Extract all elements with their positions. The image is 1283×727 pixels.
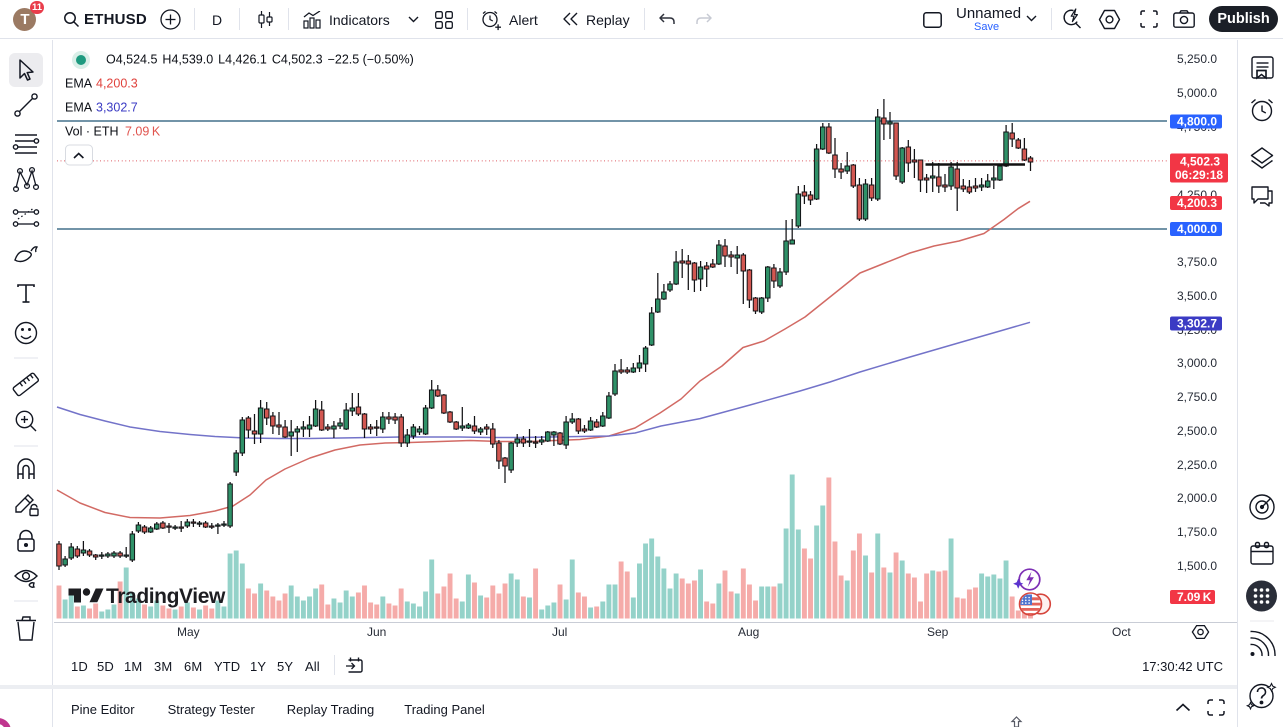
svg-text:1,500.0: 1,500.0 <box>1177 559 1217 573</box>
svg-text:7.09 K: 7.09 K <box>1177 590 1212 604</box>
svg-text:06:29:18: 06:29:18 <box>1175 168 1223 182</box>
svg-text:Sep: Sep <box>927 625 949 639</box>
svg-text:4,502.3: 4,502.3 <box>1180 155 1220 169</box>
svg-text:4,200.3: 4,200.3 <box>96 77 138 91</box>
svg-text:2,500.0: 2,500.0 <box>1177 424 1217 438</box>
svg-text:2,000.0: 2,000.0 <box>1177 491 1217 505</box>
svg-text:3,302.7: 3,302.7 <box>1177 317 1217 331</box>
svg-text:3,750.0: 3,750.0 <box>1177 255 1217 269</box>
svg-text:4,000.0: 4,000.0 <box>1177 222 1217 236</box>
svg-text:EMA: EMA <box>65 101 93 115</box>
svg-text:7.09 K: 7.09 K <box>125 125 161 139</box>
svg-text:Jul: Jul <box>552 625 567 639</box>
svg-text:Jun: Jun <box>367 625 386 639</box>
svg-text:5,000.0: 5,000.0 <box>1177 86 1217 100</box>
svg-text:Vol · ETH: Vol · ETH <box>65 125 119 139</box>
svg-text:Oct: Oct <box>1112 625 1131 639</box>
svg-text:TradingView: TradingView <box>106 585 226 608</box>
svg-text:O4,524.5 H4,539.0 L4,426.1: O4,524.5 H4,539.0 L4,426.1 C4,502.3 −22.… <box>106 53 414 67</box>
svg-text:4,800.0: 4,800.0 <box>1177 115 1217 129</box>
svg-text:4,200.3: 4,200.3 <box>1177 196 1217 210</box>
svg-text:Aug: Aug <box>738 625 759 639</box>
svg-text:3,302.7: 3,302.7 <box>96 101 138 115</box>
svg-text:EMA: EMA <box>65 77 93 91</box>
svg-text:3,500.0: 3,500.0 <box>1177 289 1217 303</box>
svg-text:3,000.0: 3,000.0 <box>1177 356 1217 370</box>
svg-text:2,750.0: 2,750.0 <box>1177 390 1217 404</box>
svg-text:2,250.0: 2,250.0 <box>1177 458 1217 472</box>
svg-text:5,250.0: 5,250.0 <box>1177 52 1217 66</box>
svg-text:1,750.0: 1,750.0 <box>1177 525 1217 539</box>
svg-text:May: May <box>177 625 200 639</box>
